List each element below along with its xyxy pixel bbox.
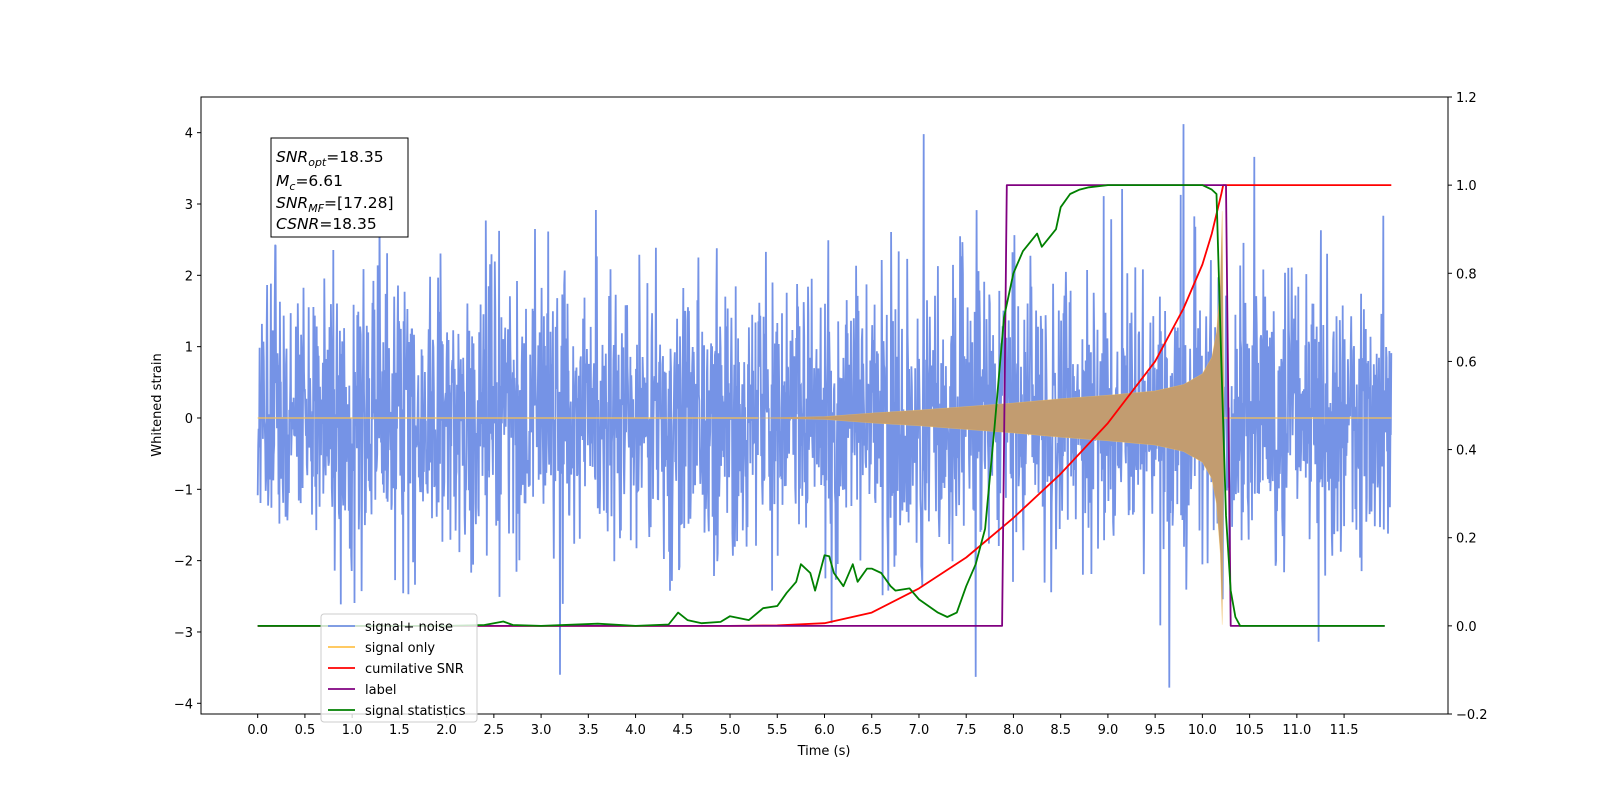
x-tick-label: 4.0	[625, 723, 646, 738]
signal-noise-series	[256, 124, 1393, 688]
x-tick-label: 2.5	[484, 723, 505, 738]
x-tick-label: 0.5	[295, 723, 316, 738]
snr-mf-text: SNRMF=[17.28]	[276, 194, 394, 215]
x-tick-label: 4.5	[672, 723, 693, 738]
legend-label-signal-noise: signal+ noise	[365, 620, 453, 635]
x-tick-label: 7.0	[909, 723, 930, 738]
y-left-tick-label: 1	[185, 341, 193, 356]
y-right-tick-label: 1.2	[1456, 91, 1477, 106]
signal-statistics-line	[257, 184, 1385, 627]
legend-label-signal-statistics: signal statistics	[365, 704, 466, 719]
x-tick-label: 1.5	[389, 723, 410, 738]
y-right-tick-label: 1.0	[1456, 179, 1477, 194]
y-left-tick-label: −4	[174, 697, 193, 712]
y-left-tick-label: −2	[174, 555, 193, 570]
legend: signal+ noise signal only cumilative SNR…	[320, 613, 478, 723]
info-box-frame	[270, 137, 409, 238]
y-left-tick-label: 0	[185, 412, 193, 427]
y-right-tick-label: −0.2	[1456, 708, 1488, 723]
y-right-tick-label: 0.2	[1456, 532, 1477, 547]
x-tick-label: 8.0	[1003, 723, 1024, 738]
y-right-tick-label: 0.6	[1456, 355, 1477, 370]
cumulative-snr-line	[257, 184, 1392, 627]
signal-only-line	[758, 211, 1225, 625]
mc-text: Mc=6.61	[276, 172, 343, 193]
y-left-tick-label: −3	[174, 626, 193, 641]
csnr-text: CSNR=18.35	[276, 215, 377, 233]
x-tick-label: 7.5	[956, 723, 977, 738]
x-tick-label: 11.5	[1330, 723, 1359, 738]
x-tick-label: 5.0	[720, 723, 741, 738]
x-tick-label: 10.0	[1188, 723, 1217, 738]
legend-label-signal-only: signal only	[365, 641, 435, 656]
x-tick-label: 9.5	[1145, 723, 1166, 738]
y-axis-left: −4 −3 −2 −1 0 1 2 3 4	[174, 127, 201, 712]
y-axis-label: Whitened strain	[150, 353, 165, 456]
y-right-tick-label: 0.8	[1456, 267, 1477, 282]
x-axis-label: Time (s)	[797, 744, 851, 759]
legend-label-cumulative-snr: cumilative SNR	[365, 662, 464, 677]
x-tick-label: 9.0	[1098, 723, 1119, 738]
legend-frame	[320, 613, 478, 723]
y-axis-right: −0.2 0.0 0.2 0.4 0.6 0.8 1.0 1.2	[1448, 91, 1488, 723]
x-tick-label: 11.0	[1282, 723, 1311, 738]
right-axis-series	[257, 184, 1392, 627]
y-left-tick-label: 2	[185, 269, 193, 284]
legend-label-label: label	[365, 683, 396, 698]
y-left-tick-label: 3	[185, 198, 193, 213]
info-box: SNRopt=18.35 Mc=6.61 SNRMF=[17.28] CSNR=…	[270, 137, 409, 238]
y-right-tick-label: 0.0	[1456, 620, 1477, 635]
signal-noise-line	[256, 124, 1393, 688]
x-tick-label: 10.5	[1235, 723, 1264, 738]
x-tick-label: 3.0	[531, 723, 552, 738]
x-tick-label: 8.5	[1050, 723, 1071, 738]
y-left-tick-label: −1	[174, 483, 193, 498]
x-tick-label: 2.0	[436, 723, 457, 738]
x-tick-label: 0.0	[247, 723, 268, 738]
x-tick-label: 1.0	[342, 723, 363, 738]
y-right-tick-label: 0.4	[1456, 444, 1477, 459]
snr-opt-text: SNRopt=18.35	[276, 148, 384, 169]
x-tick-label: 6.0	[814, 723, 835, 738]
x-tick-label: 5.5	[767, 723, 788, 738]
x-tick-label: 6.5	[861, 723, 882, 738]
x-tick-label: 3.5	[578, 723, 599, 738]
x-axis: 0.0 0.5 1.0 1.5 2.0 2.5 3.0 3.5 4.0 4.5 5.0 5.5 6.0 6…	[247, 714, 1359, 738]
y-left-tick-label: 4	[185, 127, 193, 142]
